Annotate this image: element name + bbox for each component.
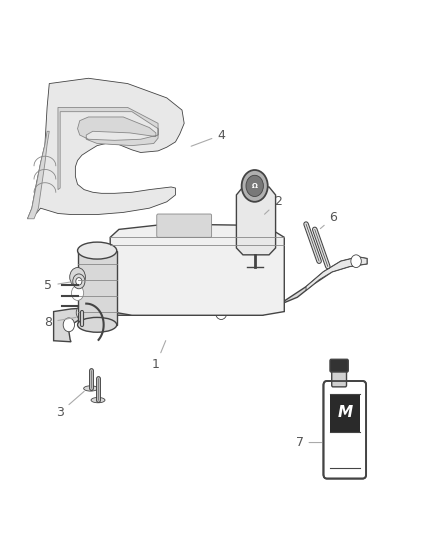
Circle shape (215, 306, 227, 319)
Text: 2: 2 (265, 195, 282, 214)
Ellipse shape (78, 242, 117, 259)
FancyBboxPatch shape (332, 368, 346, 387)
Ellipse shape (91, 398, 105, 403)
Text: M: M (337, 405, 352, 421)
Circle shape (76, 306, 88, 319)
FancyBboxPatch shape (329, 394, 360, 432)
Circle shape (351, 255, 361, 268)
FancyBboxPatch shape (157, 214, 212, 237)
Text: Ω: Ω (252, 183, 258, 189)
Circle shape (246, 175, 263, 197)
Polygon shape (53, 257, 367, 342)
Circle shape (70, 268, 85, 287)
Text: 3: 3 (56, 391, 84, 419)
Polygon shape (28, 78, 184, 219)
Circle shape (76, 278, 82, 285)
Polygon shape (78, 251, 117, 325)
Polygon shape (58, 108, 158, 190)
Circle shape (73, 274, 85, 289)
Polygon shape (110, 224, 284, 316)
Text: 4: 4 (191, 128, 225, 146)
FancyBboxPatch shape (323, 381, 366, 479)
Text: 1: 1 (152, 341, 166, 371)
Ellipse shape (78, 317, 117, 332)
FancyBboxPatch shape (330, 359, 348, 372)
Text: 7: 7 (296, 436, 321, 449)
FancyBboxPatch shape (329, 432, 360, 468)
Circle shape (71, 286, 84, 301)
Circle shape (63, 318, 74, 332)
Text: 8: 8 (44, 316, 76, 329)
Polygon shape (237, 187, 276, 255)
Text: 6: 6 (320, 211, 337, 229)
Polygon shape (306, 257, 367, 290)
Text: 5: 5 (44, 279, 72, 292)
Circle shape (242, 170, 268, 202)
Ellipse shape (84, 386, 98, 391)
Polygon shape (28, 131, 49, 219)
